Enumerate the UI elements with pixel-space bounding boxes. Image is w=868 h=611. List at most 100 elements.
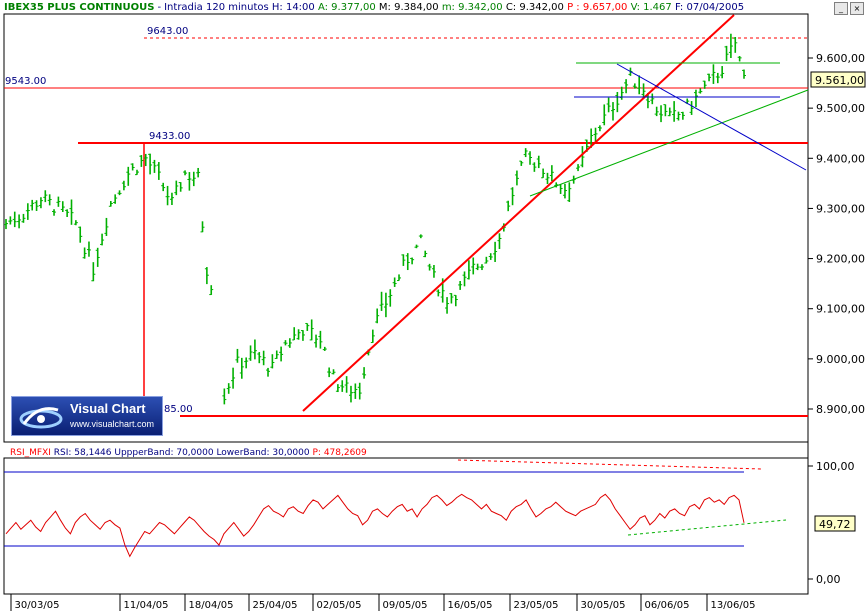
price-bar <box>742 69 746 79</box>
price-bar <box>689 101 694 115</box>
price-bar <box>362 367 367 379</box>
price-bar <box>458 280 463 290</box>
price-bar <box>152 159 157 173</box>
price-bar <box>12 211 17 228</box>
price-bar <box>510 187 515 206</box>
price-bar <box>56 196 61 207</box>
close-button[interactable]: × <box>850 2 864 15</box>
price-bar <box>711 64 716 84</box>
price-bar <box>737 56 742 62</box>
price-tick-label: 8.900,00 <box>816 403 865 416</box>
price-bar <box>453 294 458 307</box>
price-bar <box>528 151 533 165</box>
price-bar <box>462 271 467 287</box>
price-bar <box>161 182 166 192</box>
price-bar <box>156 162 161 180</box>
low-label: m: 9.342,00 <box>441 2 503 13</box>
rsi-y-ticks: 100,00 0,00 <box>808 460 855 586</box>
price-bar <box>637 75 642 95</box>
price-bar <box>720 66 725 79</box>
level-label-9643: 9643.00 <box>147 26 188 37</box>
price-tick-label: 9.300,00 <box>816 202 865 215</box>
price-pane-frame <box>3 13 809 443</box>
price-bar <box>279 346 284 362</box>
price-bar <box>497 233 502 249</box>
x-tick-label: 11/04/05 <box>124 600 169 611</box>
price-bar <box>252 339 257 360</box>
price-bar <box>200 221 205 233</box>
price-bar <box>331 369 336 375</box>
price-bar <box>130 163 135 171</box>
price-bar <box>479 264 484 271</box>
price-bar <box>702 80 707 89</box>
price-bar <box>615 91 620 113</box>
price-bar <box>65 209 70 217</box>
price-bar <box>169 192 174 206</box>
price-bar <box>344 376 349 393</box>
rsi-value: RSI: 58,1446 <box>53 448 112 458</box>
x-tick-label: 30/03/05 <box>15 600 60 611</box>
visual-chart-logo: Visual Chart www.visualchart.com <box>11 396 163 436</box>
price-tick-label: 9.000,00 <box>816 353 865 366</box>
price-bar <box>4 219 8 230</box>
price-bar <box>348 385 353 403</box>
price-bar <box>514 170 519 186</box>
price-bar <box>610 102 615 121</box>
price-bar <box>506 200 511 212</box>
price-bar <box>654 106 659 117</box>
price-bar <box>645 92 650 109</box>
price-bar <box>178 182 183 192</box>
price-bar <box>427 263 432 271</box>
price-bar <box>135 169 140 176</box>
price-bar <box>143 153 148 167</box>
price-bar <box>191 171 196 187</box>
rsi-last-label: 49,72 <box>819 518 851 531</box>
rsi-name: RSI_MFXI <box>10 448 51 458</box>
price-bar <box>314 334 319 348</box>
price-bar <box>8 216 13 225</box>
price-bar <box>292 327 297 341</box>
price-bar <box>322 346 327 351</box>
price-bar <box>392 277 397 287</box>
price-tick-label: 9.600,00 <box>816 52 865 65</box>
price-bar <box>567 182 572 202</box>
price-bar <box>257 352 262 364</box>
price-bar <box>305 322 310 331</box>
price-bar <box>327 367 332 378</box>
x-tick-label: 16/05/05 <box>448 600 493 611</box>
last-price-box <box>810 71 866 88</box>
price-bar <box>82 247 87 259</box>
rsi-last-box <box>814 515 856 532</box>
price-bar <box>431 264 436 278</box>
price-bar <box>715 72 720 84</box>
high-label: M: 9.384,00 <box>378 2 439 13</box>
x-tick-label: 02/05/05 <box>317 600 362 611</box>
price-bar <box>231 367 236 389</box>
price-bar <box>405 253 410 271</box>
price-bar <box>296 329 301 340</box>
price-bar <box>580 146 585 168</box>
price-bar <box>187 172 192 191</box>
window-controls: _ × <box>834 2 864 15</box>
x-tick-label: 09/05/05 <box>383 600 428 611</box>
price-bar <box>340 380 345 392</box>
minimize-button[interactable]: _ <box>834 2 848 15</box>
price-bar <box>672 101 677 122</box>
level-label-8885: 85.00 <box>164 404 193 415</box>
close-label: C: 9.342,00 <box>505 2 564 13</box>
price-bar <box>659 105 664 123</box>
x-axis-ticks: 30/03/05 11/04/05 18/04/05 25/04/05 02/05/05… <box>10 594 755 611</box>
price-bar <box>471 257 476 275</box>
price-bar <box>466 260 471 280</box>
price-bar <box>536 155 541 169</box>
price-bar <box>52 209 57 216</box>
price-bar <box>562 183 567 199</box>
price-bar <box>261 350 266 366</box>
price-bar <box>445 297 450 314</box>
price-bar <box>383 292 388 318</box>
price-bar <box>423 250 428 258</box>
price-bar <box>196 167 201 178</box>
price-bar <box>318 330 323 349</box>
price-bar <box>641 83 646 99</box>
